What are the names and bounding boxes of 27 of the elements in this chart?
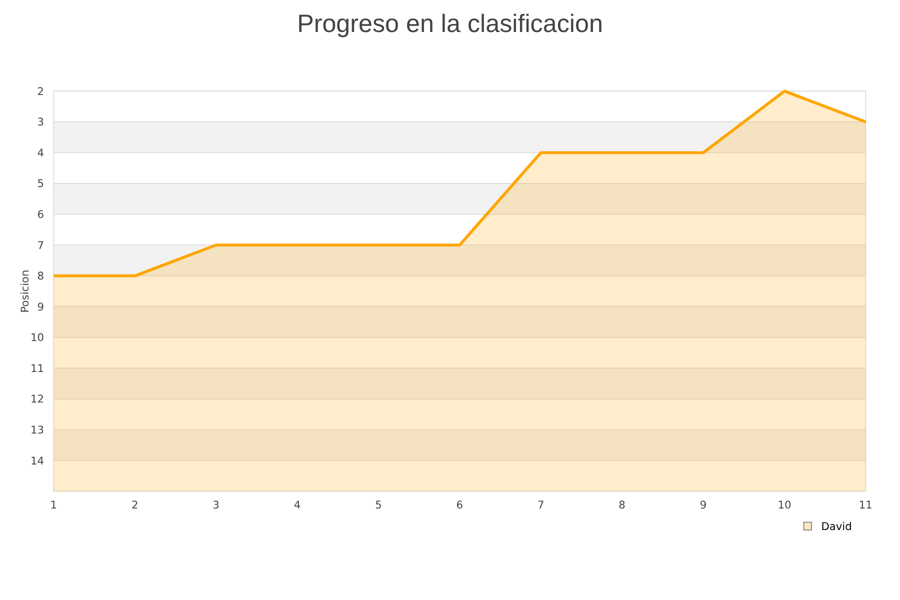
y-tick-label: 3 [37, 116, 44, 129]
y-tick-label: 5 [37, 177, 44, 190]
legend-label: David [821, 520, 852, 533]
x-tick-label: 2 [131, 498, 138, 512]
x-tick-label: 3 [212, 498, 220, 512]
y-axis-title: Posicion [18, 270, 32, 313]
x-tick-label: 1 [50, 498, 58, 512]
x-tick-label: 6 [456, 498, 464, 512]
y-tick-label: 12 [30, 392, 44, 406]
y-tick-label: 4 [37, 146, 44, 160]
chart-title: Progreso en la clasificacion [297, 10, 603, 38]
x-tick-label: 5 [375, 498, 382, 512]
y-tick-label: 14 [30, 454, 44, 468]
y-tick-label: 9 [37, 300, 44, 314]
y-tick-label: 10 [30, 331, 44, 344]
x-tick-label: 4 [294, 498, 301, 512]
x-tick-label: 8 [618, 498, 626, 512]
x-tick-label: 9 [700, 498, 707, 512]
y-tick-label: 8 [37, 270, 44, 283]
y-tick-label: 13 [30, 423, 44, 436]
y-tick-label: 6 [37, 208, 44, 221]
y-tick-label: 7 [37, 238, 44, 252]
x-tick-label: 11 [858, 498, 872, 512]
x-tick-label: 10 [778, 498, 792, 512]
y-tick-label: 11 [30, 362, 44, 375]
y-tick-label: 2 [37, 84, 44, 98]
x-tick-label: 7 [537, 498, 544, 512]
